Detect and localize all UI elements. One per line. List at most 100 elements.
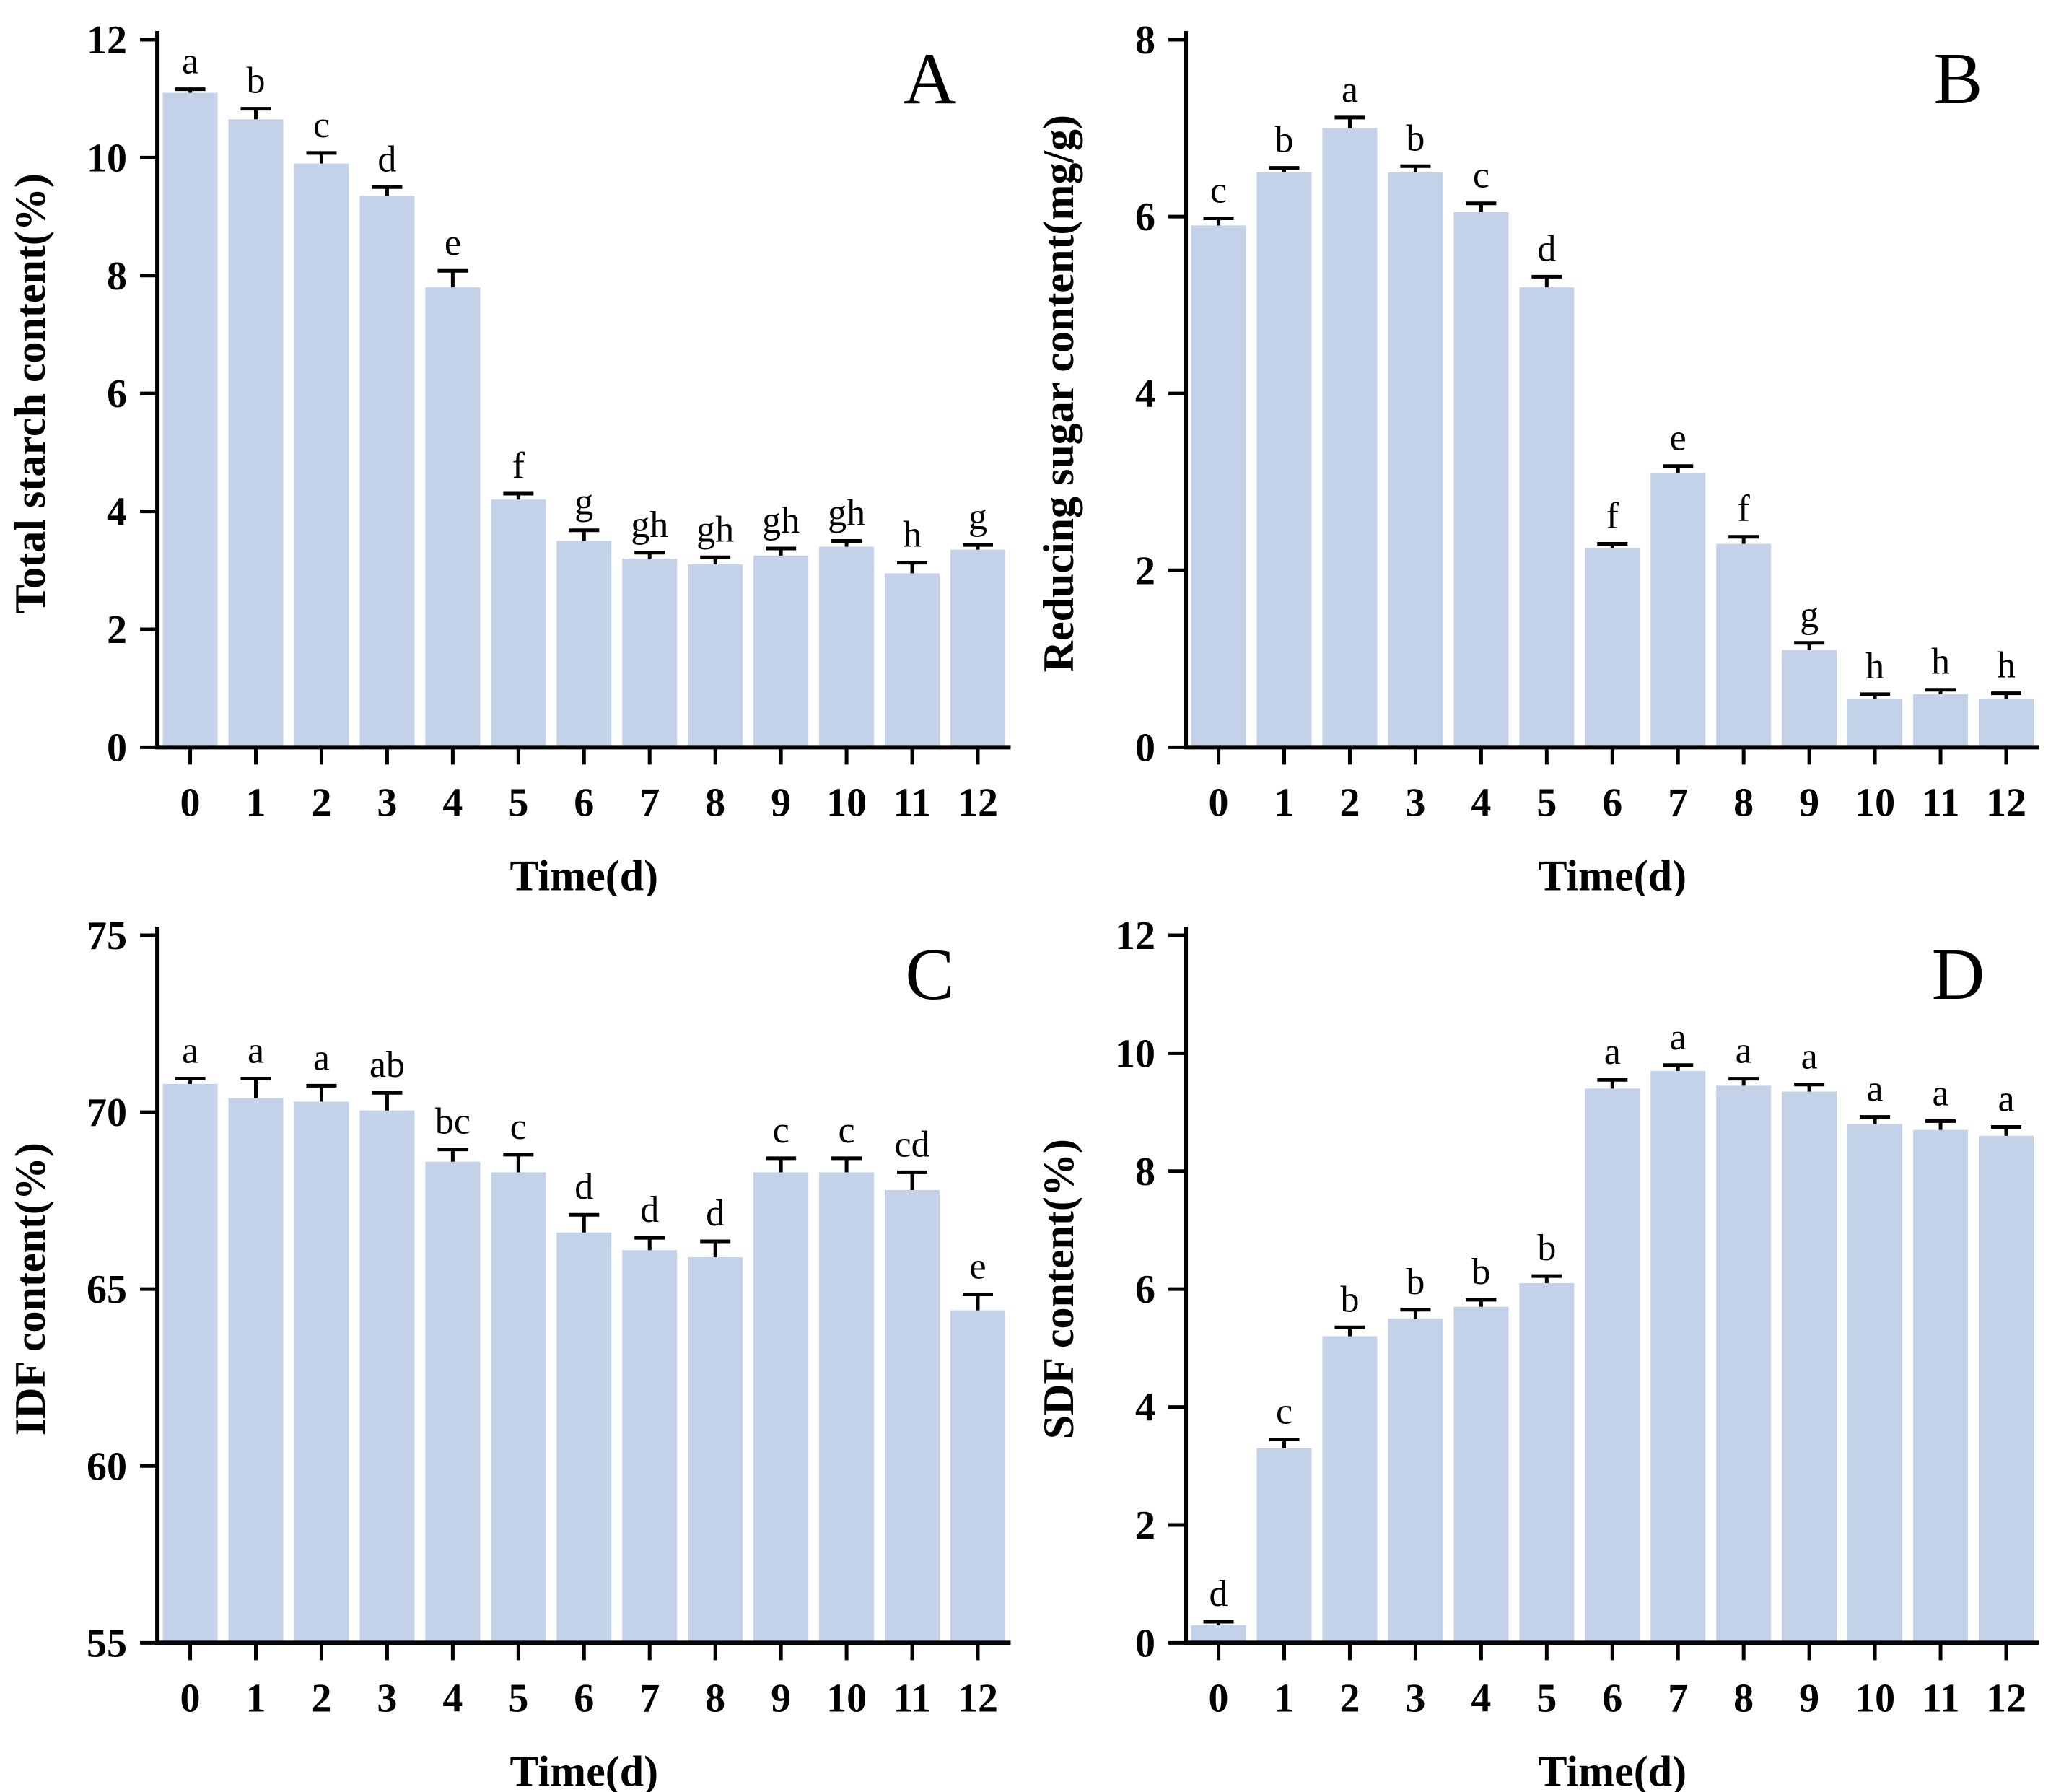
bar-day-11 <box>885 573 940 747</box>
y-tick-label: 12 <box>87 18 127 63</box>
x-tick-label: 3 <box>377 1677 397 1721</box>
x-tick-label: 12 <box>958 1677 998 1721</box>
bar-day-2 <box>1322 1337 1377 1643</box>
bar-day-1 <box>1256 1448 1311 1643</box>
y-tick-label: 0 <box>107 725 127 770</box>
bar-day-5 <box>1519 1283 1574 1643</box>
sig-letter-day-5: c <box>510 1106 527 1148</box>
bars-group <box>1191 1071 2033 1643</box>
bar-day-7 <box>622 1251 677 1643</box>
bar-day-9 <box>1782 650 1837 748</box>
bar-day-10 <box>819 547 874 748</box>
x-tick-label: 11 <box>1921 780 1959 825</box>
x-tick-label: 4 <box>1471 780 1491 825</box>
bar-day-2 <box>1322 128 1377 748</box>
bar-day-11 <box>1913 1130 1968 1643</box>
x-tick-label: 10 <box>826 780 867 825</box>
panel-letter: C <box>905 934 954 1015</box>
x-tick-label: 1 <box>1274 780 1294 825</box>
x-tick-label: 1 <box>246 780 266 825</box>
bar-day-8 <box>688 1257 743 1643</box>
bar-day-10 <box>1847 1124 1902 1643</box>
sig-letter-day-10: a <box>1866 1069 1883 1110</box>
sig-letter-day-12: h <box>1997 645 2016 686</box>
x-tick-label: 12 <box>1986 780 2026 825</box>
x-tick-label: 8 <box>705 780 725 825</box>
bar-day-0 <box>1191 1625 1246 1643</box>
x-tick-label: 9 <box>1799 1677 1819 1721</box>
y-tick-label: 6 <box>1135 1268 1155 1313</box>
x-tick-label: 5 <box>508 780 528 825</box>
bars-group <box>1191 128 2033 748</box>
x-tick-label: 3 <box>377 780 397 825</box>
x-tick-label: 6 <box>574 780 594 825</box>
x-tick-label: 4 <box>1471 1677 1491 1721</box>
x-tick-label: 0 <box>180 1677 201 1721</box>
y-axis-title: Total starch content(%) <box>6 173 54 613</box>
sig-letter-day-11: h <box>1931 642 1950 683</box>
bar-day-9 <box>753 556 808 747</box>
sig-letter-day-1: a <box>248 1031 264 1072</box>
sig-letter-day-9: c <box>773 1110 789 1151</box>
x-tick-label: 1 <box>1274 1677 1294 1721</box>
bar-day-6 <box>556 541 611 747</box>
x-tick-label: 0 <box>1208 1677 1228 1721</box>
bar-day-9 <box>1782 1092 1837 1643</box>
sig-letter-day-0: c <box>1210 170 1227 211</box>
bar-day-12 <box>1978 699 2033 747</box>
x-tick-label: 9 <box>1799 780 1819 825</box>
y-tick-label: 70 <box>87 1091 127 1136</box>
panel-letter: B <box>1933 38 1982 120</box>
bars-group <box>163 93 1005 748</box>
sig-letter-day-4: b <box>1471 1251 1490 1293</box>
bar-day-4 <box>425 1162 480 1643</box>
y-tick-label: 8 <box>1135 18 1155 63</box>
bar-day-2 <box>294 164 349 748</box>
sig-letter-day-4: c <box>1472 155 1489 196</box>
bar-day-5 <box>1519 287 1574 747</box>
y-tick-label: 60 <box>87 1445 127 1490</box>
y-tick-label: 8 <box>107 254 127 299</box>
sig-letter-day-11: h <box>903 515 922 556</box>
bar-day-8 <box>688 564 743 747</box>
x-tick-label: 7 <box>639 1677 660 1721</box>
y-tick-label: 2 <box>1135 548 1155 593</box>
bar-day-3 <box>1388 172 1443 748</box>
y-tick-label: 0 <box>1135 725 1155 770</box>
bar-day-0 <box>163 1084 218 1643</box>
y-tick-label: 10 <box>87 136 127 180</box>
bar-day-4 <box>425 287 480 747</box>
y-tick-label: 0 <box>1135 1622 1155 1666</box>
sig-letter-day-5: b <box>1537 1228 1556 1269</box>
sig-letter-day-6: d <box>574 1167 593 1208</box>
x-tick-label: 1 <box>246 1677 266 1721</box>
sig-letter-day-1: c <box>1275 1391 1292 1433</box>
bar-day-7 <box>1650 473 1705 748</box>
sig-letter-day-1: b <box>1274 120 1293 161</box>
sig-letter-day-9: a <box>1801 1036 1817 1078</box>
y-tick-label: 55 <box>87 1622 127 1666</box>
sig-letter-day-1: b <box>247 61 266 102</box>
sig-letter-day-8: d <box>706 1193 725 1234</box>
bar-day-10 <box>819 1173 874 1643</box>
y-tick-label: 6 <box>1135 195 1155 240</box>
bar-day-0 <box>163 93 218 748</box>
sig-letter-day-6: g <box>574 482 593 523</box>
bar-day-12 <box>950 550 1005 748</box>
x-axis-title: Time(d) <box>1538 852 1687 896</box>
x-axis-title: Time(d) <box>509 852 658 896</box>
sig-letter-day-9: g <box>1800 595 1819 636</box>
x-tick-label: 5 <box>508 1677 528 1721</box>
sig-letter-day-5: d <box>1537 228 1556 269</box>
x-tick-label: 2 <box>1339 1677 1360 1721</box>
x-tick-label: 2 <box>311 1677 331 1721</box>
bar-day-11 <box>885 1190 940 1643</box>
bar-day-7 <box>622 559 677 747</box>
x-tick-label: 4 <box>442 1677 463 1721</box>
sig-letter-day-6: f <box>1606 496 1619 537</box>
